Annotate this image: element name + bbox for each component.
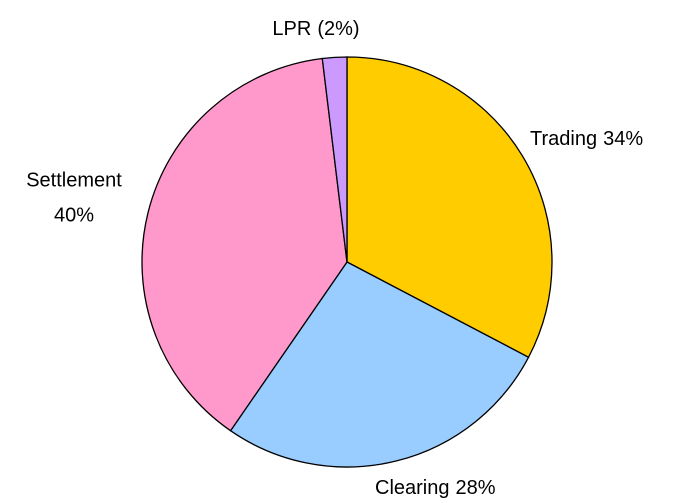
pie-slice [229,261,530,468]
slice-label: Clearing 28% [375,477,496,499]
slice-label: LPR (2%) [272,18,359,40]
slice-name: Clearing [375,477,449,499]
pie-slice [141,57,348,432]
slice-value: (2%) [317,18,359,40]
pie-slice [321,56,348,263]
slice-label: Trading 34% [530,128,643,150]
slice-name: Settlement [26,169,122,191]
slice-name: LPR [272,18,311,40]
slice-value: 34% [603,128,643,150]
pie-slice [346,56,553,359]
slice-value: 40% [54,204,94,226]
slice-value: 28% [455,477,495,499]
slice-name: Trading [530,128,597,150]
